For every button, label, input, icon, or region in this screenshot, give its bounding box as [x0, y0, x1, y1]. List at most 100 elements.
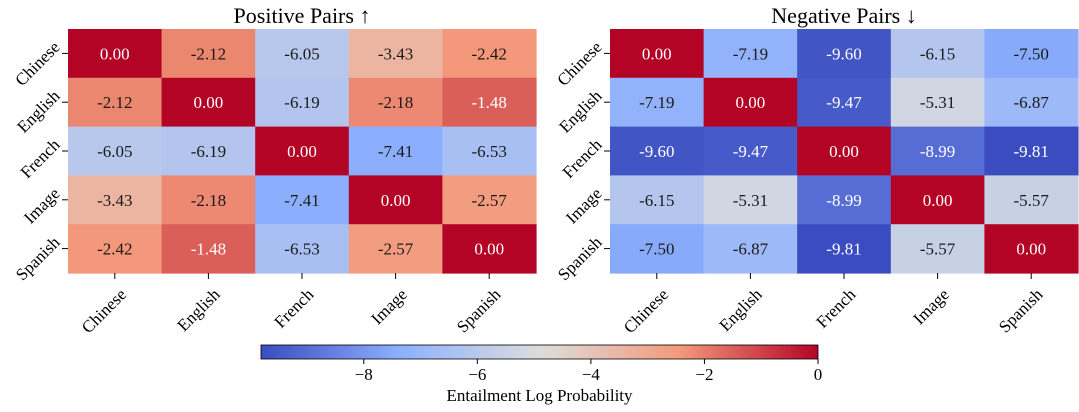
cell-value-label: 0.00: [923, 191, 953, 210]
y-tick-label-french: French: [559, 135, 606, 182]
cell-value-label: -9.81: [1013, 142, 1048, 161]
colorbar-tick-label: −2: [695, 365, 713, 384]
cell-value-label: -7.50: [1013, 44, 1048, 63]
heatmap-cell-spanish-image: [890, 224, 985, 274]
cell-value-label: -2.18: [191, 191, 226, 210]
cell-value-label: -6.87: [733, 240, 769, 259]
cell-value-label: -9.47: [826, 93, 862, 112]
heatmap-cell-image-chinese: [610, 175, 705, 225]
heatmap-cell-spanish-chinese: [68, 224, 163, 274]
cell-value-label: -2.57: [471, 191, 507, 210]
heatmap-cell-chinese-image: [348, 29, 443, 79]
colorbar-label: Entailment Log Probability: [446, 386, 633, 405]
heatmap-cell-english-french: [255, 77, 350, 128]
heatmap-cell-french-image: [348, 126, 443, 176]
heatmap-cell-english-english: [703, 77, 798, 128]
heatmap-cell-french-image: [890, 126, 985, 176]
heatmap-cell-english-french: [797, 77, 892, 128]
heatmap-cell-chinese-chinese: [68, 29, 163, 79]
heatmap-cell-french-english: [161, 126, 256, 176]
heatmap-cell-chinese-chinese: [610, 29, 705, 79]
cell-value-label: -9.60: [639, 142, 674, 161]
colorbar: −8 −6 −4 −2 0 Entailment Log Probability: [260, 344, 823, 405]
cell-value-label: 0.00: [287, 142, 317, 161]
heatmap-cell-spanish-french: [255, 224, 350, 274]
x-tick-label-french: French: [270, 285, 317, 332]
colorbar-tick-label: −4: [582, 365, 601, 384]
cell-value-label: -9.60: [826, 44, 861, 63]
heatmap-cell-english-image: [890, 77, 985, 128]
cell-value-label: -6.87: [1013, 93, 1049, 112]
x-tick-label-english: English: [174, 285, 225, 336]
heatmap-cell-image-spanish: [442, 175, 537, 225]
cell-value-label: -7.19: [733, 44, 768, 63]
heatmap-cell-image-english: [703, 175, 798, 225]
x-tick-label-spanish: Spanish: [995, 285, 1047, 337]
cell-value-label: -5.57: [1013, 191, 1049, 210]
cell-value-label: -3.43: [378, 44, 413, 63]
heatmap-cell-chinese-french: [255, 29, 350, 79]
cell-value-label: -7.41: [284, 191, 319, 210]
cell-value-label: -6.05: [284, 44, 319, 63]
cell-value-label: -8.99: [920, 142, 955, 161]
heatmap-cell-spanish-english: [161, 224, 256, 274]
cell-value-label: -3.43: [97, 191, 132, 210]
heatmap-cell-chinese-image: [890, 29, 985, 79]
cell-value-label: -5.31: [733, 191, 768, 210]
cell-value-label: 0.00: [381, 191, 411, 210]
heatmap-cell-spanish-spanish: [984, 224, 1079, 274]
heatmap-title: Negative Pairs ↓: [771, 3, 916, 28]
cell-value-label: -6.05: [97, 142, 132, 161]
x-tick-label-image: Image: [909, 285, 952, 328]
y-tick-label-spanish: Spanish: [12, 232, 64, 284]
cell-value-label: 0.00: [474, 240, 504, 259]
cell-value-label: -7.41: [378, 142, 413, 161]
cell-value-label: -7.19: [639, 93, 674, 112]
cell-value-label: -5.31: [920, 93, 955, 112]
heatmap-title: Positive Pairs ↑: [234, 3, 371, 28]
heatmap-cell-image-spanish: [984, 175, 1079, 225]
heatmap-cell-spanish-english: [703, 224, 798, 274]
heatmap-cell-french-french: [255, 126, 350, 176]
y-tick-label-chinese: Chinese: [11, 38, 63, 90]
cell-value-label: -1.48: [471, 93, 506, 112]
heatmap-cell-french-french: [797, 126, 892, 176]
heatmap-cell-english-english: [161, 77, 256, 128]
heatmap-cell-chinese-english: [703, 29, 798, 79]
cell-value-label: -2.12: [97, 93, 132, 112]
cell-value-label: -2.57: [378, 240, 414, 259]
cell-value-label: -2.42: [97, 240, 132, 259]
heatmap-cell-french-chinese: [610, 126, 705, 176]
heatmap-cell-chinese-french: [797, 29, 892, 79]
cell-value-label: 0.00: [642, 44, 672, 63]
colorbar-tick-label: −8: [355, 365, 373, 384]
x-tick-label-spanish: Spanish: [453, 285, 505, 337]
y-tick-label-chinese: Chinese: [553, 38, 605, 90]
cell-value-label: 0.00: [736, 93, 766, 112]
cell-value-label: 0.00: [194, 93, 224, 112]
cell-value-label: -2.42: [471, 44, 506, 63]
heatmap-cell-spanish-chinese: [610, 224, 705, 274]
heatmap-cell-french-chinese: [68, 126, 163, 176]
cell-value-label: -6.15: [920, 44, 955, 63]
heatmap-cell-image-french: [255, 175, 350, 225]
cell-value-label: -6.19: [284, 93, 319, 112]
heatmap-cell-image-image: [348, 175, 443, 225]
x-tick-label-image: Image: [367, 285, 410, 328]
colorbar-tick-label: 0: [814, 365, 823, 384]
cell-value-label: -6.53: [284, 240, 319, 259]
cell-value-label: -8.99: [826, 191, 861, 210]
cell-value-label: -2.12: [191, 44, 226, 63]
x-tick-label-english: English: [716, 285, 767, 336]
heatmap-cell-french-english: [703, 126, 798, 176]
heatmap-cell-image-image: [890, 175, 985, 225]
cell-value-label: 0.00: [100, 44, 130, 63]
heatmap-cell-spanish-spanish: [442, 224, 537, 274]
cell-value-label: 0.00: [829, 142, 859, 161]
heatmap-cell-chinese-spanish: [442, 29, 537, 79]
cell-value-label: 0.00: [1016, 240, 1046, 259]
colorbar-tick-label: −6: [468, 365, 486, 384]
cell-value-label: -6.19: [191, 142, 226, 161]
y-tick-label-image: Image: [562, 184, 605, 227]
positive-pairs-heatmap: Positive Pairs ↑ 0.00 -2.12 -6.05 -3.43 -2.42…: [11, 3, 537, 337]
